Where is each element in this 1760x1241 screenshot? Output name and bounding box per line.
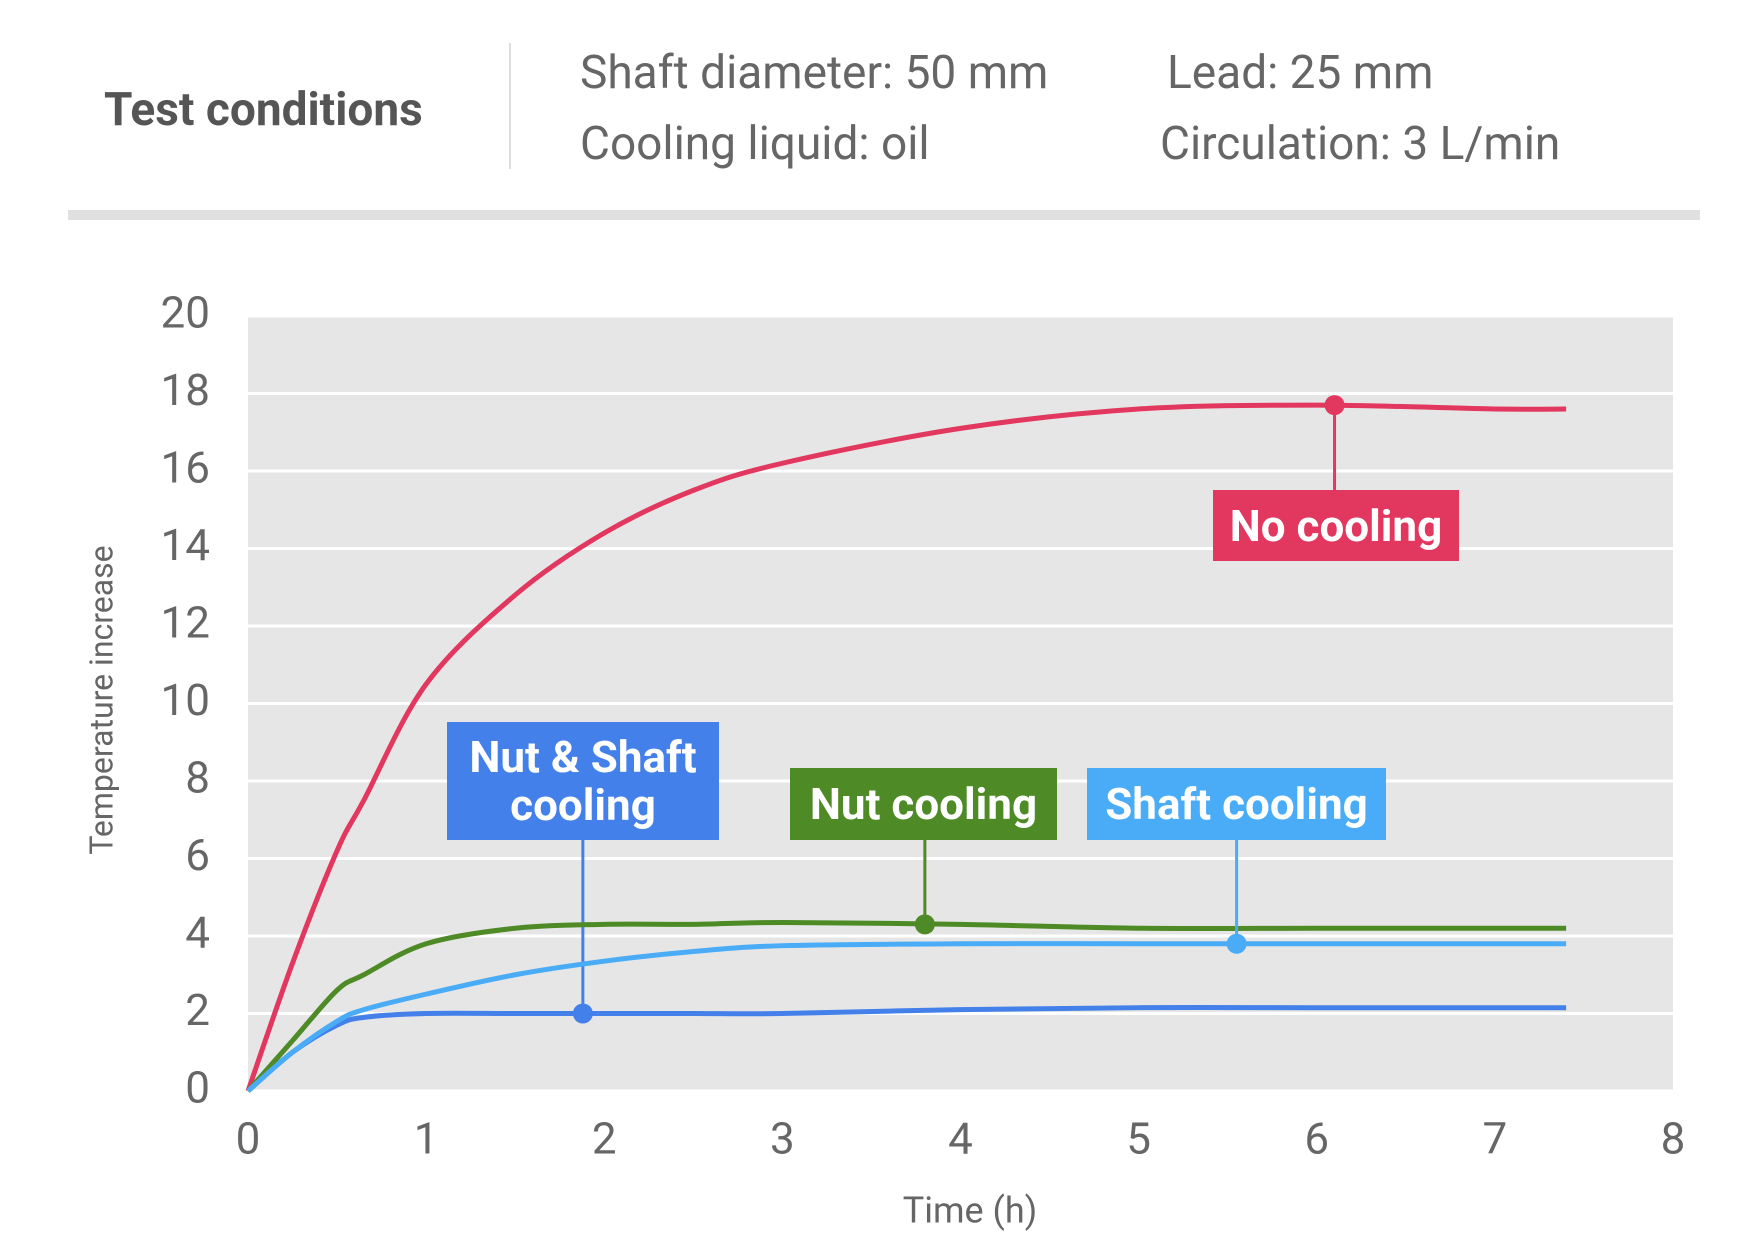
series-line [246, 941, 1567, 1093]
series-line [246, 919, 1567, 1093]
series-label: Nut cooling [790, 768, 1057, 840]
y-tick-label: 14 [161, 519, 210, 571]
marker [1226, 933, 1247, 954]
condition: Circulation: 3 L/min [1160, 117, 1560, 171]
y-tick-label: 10 [161, 674, 210, 726]
y-axis-label: Temperature increase [82, 545, 120, 854]
y-tick-label: 12 [161, 597, 210, 649]
x-axis-label: Time (h) [903, 1190, 1038, 1232]
x-tick-label: 8 [1661, 1113, 1686, 1165]
y-tick-label: 18 [161, 364, 210, 416]
x-tick-label: 5 [1126, 1113, 1151, 1165]
condition: Shaft diameter: 50 mm [580, 46, 1048, 100]
series-label: No cooling [1213, 490, 1459, 561]
y-tick-label: 4 [185, 907, 210, 959]
y-tick-label: 6 [185, 829, 210, 881]
y-tick-label: 8 [185, 752, 210, 804]
marker [572, 1003, 593, 1024]
series-line [245, 402, 1567, 1092]
y-tick-label: 2 [185, 984, 210, 1036]
x-tick-label: 4 [948, 1113, 973, 1165]
series-line [246, 1005, 1567, 1093]
series-label: Nut & Shaft cooling [447, 722, 719, 840]
x-tick-label: 3 [770, 1113, 795, 1165]
x-tick-label: 1 [414, 1113, 439, 1165]
x-tick-label: 0 [236, 1113, 261, 1165]
x-tick-label: 7 [1483, 1113, 1508, 1165]
condition: Cooling liquid: oil [580, 117, 930, 171]
header-title: Test conditions [104, 83, 423, 137]
x-tick-label: 6 [1304, 1113, 1329, 1165]
marker [914, 914, 935, 935]
y-tick-label: 0 [185, 1062, 210, 1114]
separator [68, 210, 1700, 220]
x-tick-label: 2 [592, 1113, 617, 1165]
marker [1324, 395, 1345, 416]
y-tick-label: 20 [161, 287, 210, 339]
y-tick-label: 16 [161, 442, 210, 494]
condition: Lead: 25 mm [1167, 46, 1433, 100]
series-label: Shaft cooling [1087, 768, 1386, 840]
